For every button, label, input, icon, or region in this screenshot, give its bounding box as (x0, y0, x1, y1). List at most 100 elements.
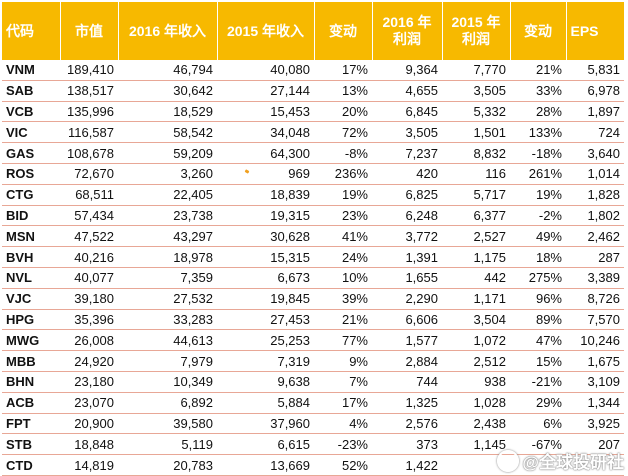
revenue-change-cell: 24% (314, 246, 372, 268)
market-cap-cell: 116,587 (60, 121, 118, 144)
profit-2016-cell: 6,825 (372, 184, 442, 206)
eps-cell: 207 (566, 433, 624, 456)
profit-2015-cell: 7,770 (442, 60, 510, 81)
market-cap-cell: 72,670 (60, 163, 118, 185)
revenue-2015-cell: 15,315 (217, 246, 314, 268)
revenue-change-cell: 4% (314, 413, 372, 435)
profit-2016-cell: 9,364 (372, 60, 442, 81)
profit-change-cell: 29% (510, 392, 566, 414)
table-row: ROS 72,670 3,260 969 236% 420 116 261% 1,014 (2, 163, 624, 185)
profit-2015-cell: 5,717 (442, 184, 510, 206)
revenue-2016-cell: 23,738 (118, 205, 217, 227)
table-row: GAS 108,678 59,209 64,300 -8% 7,237 8,832 -18% 3… (2, 142, 624, 164)
revenue-change-cell: 21% (314, 309, 372, 331)
eps-cell: 3,925 (566, 413, 624, 435)
profit-2015-cell: 1,175 (442, 246, 510, 268)
table-row: VIC 116,587 58,542 34,048 72% 3,505 1,501 133% 7… (2, 121, 624, 144)
ticker-cell: MSN (2, 225, 60, 248)
profit-change-cell: 261% (510, 163, 566, 185)
table-row: MWG 26,008 44,613 25,253 77% 1,577 1,072 47% 10,… (2, 329, 624, 352)
eps-cell: 8,726 (566, 288, 624, 310)
revenue-2015-cell: 27,144 (217, 80, 314, 102)
ticker-cell: HPG (2, 309, 60, 331)
market-cap-cell: 40,216 (60, 246, 118, 268)
profit-2016-cell: 7,237 (372, 142, 442, 164)
profit-change-cell: 47% (510, 329, 566, 352)
profit-change-cell: 33% (510, 80, 566, 102)
revenue-change-cell: -23% (314, 433, 372, 456)
profit-change-cell: 21% (510, 60, 566, 81)
revenue-2015-cell: 18,839 (217, 184, 314, 206)
eps-cell: 6,978 (566, 80, 624, 102)
eps-cell: 7,570 (566, 309, 624, 331)
profit-2015-cell: 1,145 (442, 433, 510, 456)
revenue-change-cell: 20% (314, 101, 372, 123)
profit-2016-cell: 6,606 (372, 309, 442, 331)
revenue-change-cell: 19% (314, 184, 372, 206)
market-cap-cell: 39,180 (60, 288, 118, 310)
revenue-2016-cell: 7,979 (118, 350, 217, 372)
ticker-cell: VJC (2, 288, 60, 310)
ticker-cell: MBB (2, 350, 60, 372)
header-revenue-2016-line: 2016 年收入 (128, 22, 207, 39)
ticker-cell: ACB (2, 392, 60, 414)
eps-cell: 3,389 (566, 267, 624, 289)
profit-2015-cell: 1,072 (442, 329, 510, 352)
eps-cell: 724 (566, 121, 624, 144)
profit-2016-cell: 4,655 (372, 80, 442, 102)
profit-change-cell: 133% (510, 121, 566, 144)
market-cap-cell: 68,511 (60, 184, 118, 206)
watermark-logo-icon (497, 449, 520, 472)
revenue-2016-cell: 22,405 (118, 184, 217, 206)
profit-2016-cell: 1,325 (372, 392, 442, 414)
header-row: 代码 市值 2016 年收入 2015 年收入 变动 2016 年利润 2015 年利润 变动… (2, 2, 624, 60)
market-cap-cell: 35,396 (60, 309, 118, 331)
revenue-2016-cell: 5,119 (118, 433, 217, 456)
profit-2015-cell: 1,501 (442, 121, 510, 144)
profit-change-cell: 15% (510, 350, 566, 372)
revenue-2015-cell: 5,884 (217, 392, 314, 414)
ticker-cell: STB (2, 433, 60, 456)
ticker-cell: CTD (2, 454, 60, 476)
profit-change-cell: 96% (510, 288, 566, 310)
eps-cell: 1,014 (566, 163, 624, 185)
header-profit-2016-line: 利润 (393, 31, 421, 47)
revenue-2015-cell: 30,628 (217, 225, 314, 248)
profit-change-cell: 275% (510, 267, 566, 289)
market-cap-cell: 26,008 (60, 329, 118, 352)
revenue-2015-cell: 37,960 (217, 413, 314, 435)
revenue-2016-cell: 6,892 (118, 392, 217, 414)
watermark-text: @全球投研社 (522, 453, 624, 472)
header-profit-2015: 2015 年利润 (441, 2, 510, 60)
header-profit-2015-line: 利润 (462, 31, 490, 47)
market-cap-cell: 135,996 (60, 101, 118, 123)
profit-2015-cell: 6,377 (442, 205, 510, 227)
profit-2015-cell: 2,527 (442, 225, 510, 248)
ticker-cell: BID (2, 205, 60, 227)
ticker-cell: VCB (2, 101, 60, 123)
profit-change-cell: -67% (510, 433, 566, 456)
profit-change-cell: 19% (510, 184, 566, 206)
ticker-cell: FPT (2, 413, 60, 435)
revenue-2016-cell: 46,794 (118, 60, 217, 81)
ticker-cell: MWG (2, 329, 60, 352)
revenue-2016-cell: 27,532 (118, 288, 217, 310)
revenue-2016-cell: 18,529 (118, 101, 217, 123)
profit-2015-cell: 1,171 (442, 288, 510, 310)
revenue-2016-cell: 20,783 (118, 454, 217, 476)
profit-2016-cell: 1,422 (372, 454, 442, 476)
market-cap-cell: 47,522 (60, 225, 118, 248)
header-market-cap-line: 市值 (75, 22, 103, 39)
revenue-change-cell: 23% (314, 205, 372, 227)
profit-2016-cell: 1,577 (372, 329, 442, 352)
table-row: VNM 189,410 46,794 40,080 17% 9,364 7,770 21% 5,… (2, 60, 624, 81)
market-cap-cell: 23,180 (60, 371, 118, 393)
eps-cell: 1,802 (566, 205, 624, 227)
profit-change-cell: 89% (510, 309, 566, 331)
revenue-change-cell: -8% (314, 142, 372, 164)
profit-2016-cell: 6,248 (372, 205, 442, 227)
profit-2016-cell: 2,576 (372, 413, 442, 435)
market-cap-cell: 14,819 (60, 454, 118, 476)
revenue-2016-cell: 59,209 (118, 142, 217, 164)
